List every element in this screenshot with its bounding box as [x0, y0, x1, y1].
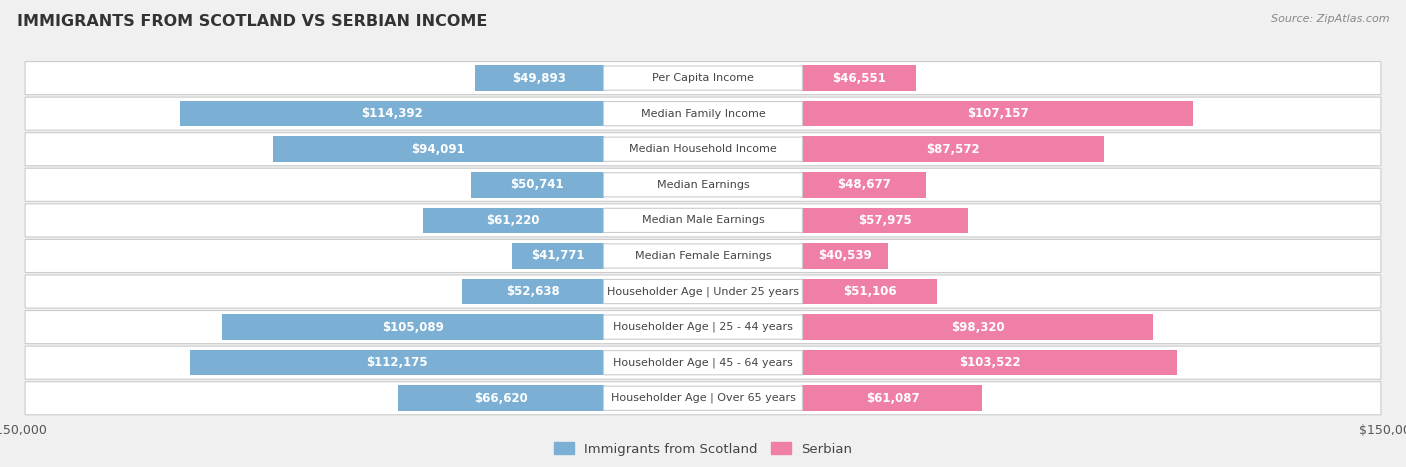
Bar	[803, 314, 1153, 340]
Text: $112,175: $112,175	[366, 356, 427, 369]
Bar	[803, 172, 925, 198]
Text: $114,392: $114,392	[361, 107, 423, 120]
Bar	[180, 101, 603, 127]
Bar	[471, 172, 603, 198]
Text: $41,771: $41,771	[531, 249, 585, 262]
Text: Per Capita Income: Per Capita Income	[652, 73, 754, 83]
Text: Median Male Earnings: Median Male Earnings	[641, 215, 765, 226]
FancyBboxPatch shape	[25, 168, 1381, 201]
Text: $50,741: $50,741	[510, 178, 564, 191]
Text: $107,157: $107,157	[967, 107, 1029, 120]
Bar	[803, 207, 969, 233]
FancyBboxPatch shape	[603, 137, 803, 161]
Text: $98,320: $98,320	[950, 321, 1004, 333]
Bar	[512, 243, 603, 269]
FancyBboxPatch shape	[25, 62, 1381, 95]
Text: $57,975: $57,975	[859, 214, 912, 227]
Text: Median Earnings: Median Earnings	[657, 180, 749, 190]
FancyBboxPatch shape	[603, 173, 803, 197]
Text: Householder Age | 45 - 64 years: Householder Age | 45 - 64 years	[613, 357, 793, 368]
Bar	[222, 314, 603, 340]
Text: Householder Age | 25 - 44 years: Householder Age | 25 - 44 years	[613, 322, 793, 333]
Text: Median Family Income: Median Family Income	[641, 109, 765, 119]
Bar	[803, 279, 936, 304]
Text: Median Household Income: Median Household Income	[628, 144, 778, 154]
FancyBboxPatch shape	[603, 244, 803, 268]
FancyBboxPatch shape	[25, 97, 1381, 130]
Text: IMMIGRANTS FROM SCOTLAND VS SERBIAN INCOME: IMMIGRANTS FROM SCOTLAND VS SERBIAN INCO…	[17, 14, 488, 29]
Bar	[398, 385, 603, 411]
Text: Householder Age | Over 65 years: Householder Age | Over 65 years	[610, 393, 796, 403]
Text: $46,551: $46,551	[832, 71, 886, 85]
Text: $48,677: $48,677	[837, 178, 891, 191]
FancyBboxPatch shape	[25, 275, 1381, 308]
Bar	[803, 65, 915, 91]
Text: $61,087: $61,087	[866, 392, 920, 405]
FancyBboxPatch shape	[603, 279, 803, 304]
FancyBboxPatch shape	[603, 66, 803, 90]
FancyBboxPatch shape	[603, 351, 803, 375]
Bar	[803, 350, 1177, 375]
Legend: Immigrants from Scotland, Serbian: Immigrants from Scotland, Serbian	[548, 437, 858, 461]
Text: $87,572: $87,572	[927, 143, 980, 156]
FancyBboxPatch shape	[25, 346, 1381, 379]
FancyBboxPatch shape	[603, 386, 803, 410]
Text: Source: ZipAtlas.com: Source: ZipAtlas.com	[1271, 14, 1389, 24]
Bar	[803, 136, 1104, 162]
Text: $40,539: $40,539	[818, 249, 872, 262]
FancyBboxPatch shape	[25, 311, 1381, 344]
Text: $66,620: $66,620	[474, 392, 527, 405]
Bar	[273, 136, 603, 162]
Text: $52,638: $52,638	[506, 285, 560, 298]
FancyBboxPatch shape	[25, 240, 1381, 273]
Text: $49,893: $49,893	[512, 71, 567, 85]
Bar	[803, 385, 983, 411]
Bar	[423, 207, 603, 233]
Text: $61,220: $61,220	[486, 214, 540, 227]
FancyBboxPatch shape	[25, 204, 1381, 237]
FancyBboxPatch shape	[603, 315, 803, 339]
Bar	[475, 65, 603, 91]
Text: $105,089: $105,089	[382, 321, 444, 333]
Text: $103,522: $103,522	[959, 356, 1021, 369]
FancyBboxPatch shape	[25, 382, 1381, 415]
Bar	[803, 243, 889, 269]
FancyBboxPatch shape	[603, 101, 803, 126]
Text: $94,091: $94,091	[411, 143, 465, 156]
Text: Householder Age | Under 25 years: Householder Age | Under 25 years	[607, 286, 799, 297]
Bar	[190, 350, 603, 375]
Bar	[803, 101, 1194, 127]
Text: Median Female Earnings: Median Female Earnings	[634, 251, 772, 261]
FancyBboxPatch shape	[603, 208, 803, 233]
Text: $51,106: $51,106	[842, 285, 897, 298]
Bar	[463, 279, 603, 304]
FancyBboxPatch shape	[25, 133, 1381, 166]
